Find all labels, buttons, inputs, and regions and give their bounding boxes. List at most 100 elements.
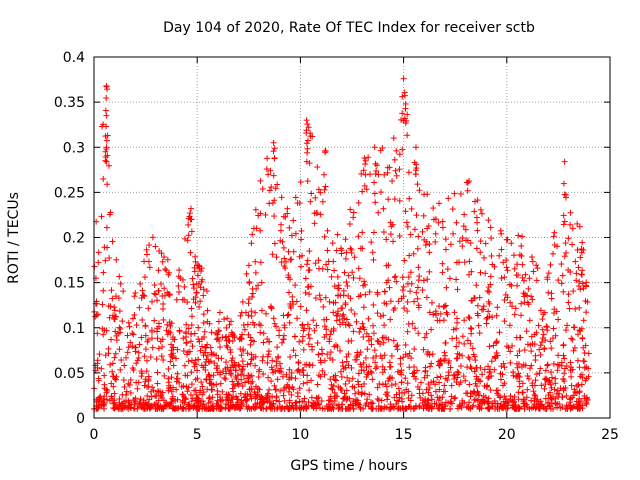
data-point	[142, 346, 149, 353]
data-point	[336, 404, 343, 411]
data-point	[149, 384, 156, 391]
data-point	[309, 133, 316, 140]
data-point	[217, 380, 224, 387]
data-point	[576, 364, 583, 371]
data-point	[275, 353, 282, 360]
data-point	[571, 344, 578, 351]
data-point	[437, 373, 444, 380]
data-point	[155, 267, 162, 274]
data-point	[445, 195, 452, 202]
data-point	[169, 405, 176, 412]
data-point	[300, 380, 307, 387]
data-point	[442, 399, 449, 406]
data-point	[454, 350, 461, 357]
data-point	[290, 386, 297, 393]
data-point	[573, 382, 580, 389]
data-point	[130, 331, 137, 338]
data-point	[428, 396, 435, 403]
data-point	[378, 397, 385, 404]
data-point	[252, 401, 259, 408]
data-point	[354, 378, 361, 385]
data-point	[408, 355, 415, 362]
data-point	[314, 339, 321, 346]
data-point	[158, 280, 165, 287]
data-point	[450, 326, 457, 333]
data-point	[370, 322, 377, 329]
data-point	[101, 400, 108, 407]
data-point	[223, 396, 230, 403]
data-point	[298, 236, 305, 243]
data-point	[247, 391, 254, 398]
data-point	[533, 262, 540, 269]
data-point	[174, 346, 181, 353]
data-point	[496, 329, 503, 336]
data-point	[456, 238, 463, 245]
y-tick-label: 0.05	[54, 366, 85, 382]
data-point	[538, 382, 545, 389]
data-point	[464, 337, 471, 344]
data-point	[105, 162, 112, 169]
data-point	[414, 367, 421, 374]
data-point	[122, 354, 129, 361]
data-point	[149, 234, 156, 241]
data-point	[441, 382, 448, 389]
data-point	[278, 259, 285, 266]
data-point	[456, 403, 463, 410]
data-point	[509, 303, 516, 310]
data-point	[238, 376, 245, 383]
data-point	[257, 396, 264, 403]
data-point	[142, 322, 149, 329]
data-point	[175, 282, 182, 289]
data-point	[453, 343, 460, 350]
data-point	[399, 93, 406, 100]
data-point	[384, 392, 391, 399]
data-point	[370, 229, 377, 236]
data-point	[165, 366, 172, 373]
data-point	[583, 401, 590, 408]
data-point	[466, 178, 473, 185]
data-point	[188, 398, 195, 405]
data-point	[191, 402, 198, 409]
data-point	[558, 261, 565, 268]
data-point	[327, 331, 334, 338]
data-point	[146, 264, 153, 271]
data-point	[180, 382, 187, 389]
data-point	[356, 328, 363, 335]
data-point	[546, 402, 553, 409]
data-point	[567, 209, 574, 216]
data-point	[246, 386, 253, 393]
data-point	[334, 274, 341, 281]
data-point	[404, 328, 411, 335]
data-point	[252, 362, 259, 369]
data-point	[315, 400, 322, 407]
data-point	[96, 402, 103, 409]
data-point	[167, 323, 174, 330]
data-point	[442, 339, 449, 346]
data-point	[467, 405, 474, 412]
data-point	[125, 319, 132, 326]
data-point	[468, 297, 475, 304]
data-point	[445, 372, 452, 379]
data-point	[494, 405, 501, 412]
data-point	[172, 397, 179, 404]
data-point	[473, 373, 480, 380]
data-point	[535, 322, 542, 329]
data-point	[249, 285, 256, 292]
data-point	[287, 354, 294, 361]
data-point	[547, 381, 554, 388]
data-point	[239, 358, 246, 365]
data-point	[108, 380, 115, 387]
data-point	[294, 315, 301, 322]
data-point	[569, 225, 576, 232]
data-point	[98, 213, 105, 220]
data-point	[534, 396, 541, 403]
data-point	[182, 330, 189, 337]
data-point	[144, 392, 151, 399]
data-point	[188, 205, 195, 212]
data-point	[104, 132, 111, 139]
data-point	[152, 291, 159, 298]
data-point	[432, 312, 439, 319]
data-point	[216, 338, 223, 345]
data-point	[328, 273, 335, 280]
data-point	[379, 144, 386, 151]
